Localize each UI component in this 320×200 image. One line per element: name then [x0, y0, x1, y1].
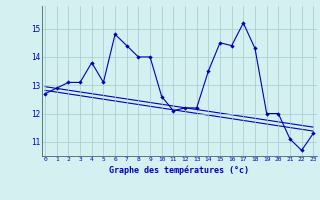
X-axis label: Graphe des températures (°c): Graphe des températures (°c) [109, 165, 249, 175]
